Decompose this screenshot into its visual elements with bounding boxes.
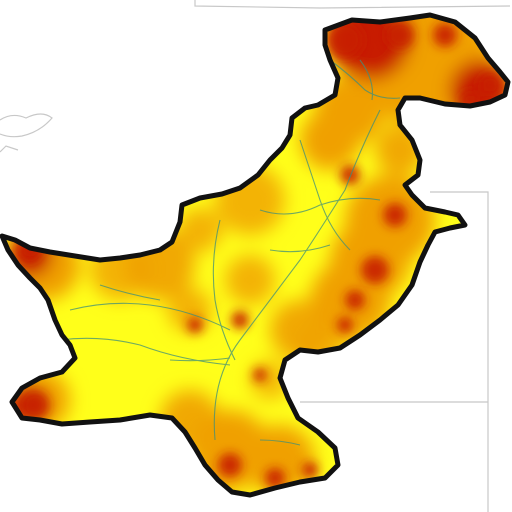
heat-hotspot	[478, 73, 502, 97]
river-line	[299, 139, 351, 251]
heat-hotspot	[433, 23, 457, 47]
river-line	[213, 109, 381, 441]
heat-hotspot	[327, 22, 363, 58]
river-line	[59, 337, 231, 366]
river-line	[99, 284, 161, 301]
heat-zone	[245, 425, 315, 495]
heat-zone	[300, 110, 360, 170]
river-line	[359, 59, 374, 101]
heat-hotspot	[345, 290, 365, 310]
heat-hotspot	[302, 462, 318, 478]
heat-zone	[225, 255, 275, 305]
river-line	[169, 357, 231, 362]
heat-hotspot	[340, 165, 360, 185]
river-line	[269, 244, 331, 253]
river-line	[259, 439, 301, 446]
river-network	[59, 59, 401, 446]
heat-hotspot	[265, 468, 285, 488]
heat-hotspot	[187, 317, 203, 333]
heat-hotspot	[253, 368, 267, 382]
heat-hotspot	[231, 311, 249, 329]
heat-hotspot	[383, 203, 407, 227]
heat-hotspot	[21, 391, 49, 419]
heat-hotspot	[386, 21, 414, 49]
heat-zone	[215, 165, 285, 235]
river-line	[329, 59, 401, 99]
river-line	[69, 302, 231, 331]
heat-hotspot	[337, 317, 353, 333]
heat-zone	[178, 208, 222, 252]
heat-hotspot	[361, 256, 389, 284]
river-line	[212, 219, 236, 361]
heat-hotspot	[218, 453, 242, 477]
river-line	[259, 197, 381, 215]
